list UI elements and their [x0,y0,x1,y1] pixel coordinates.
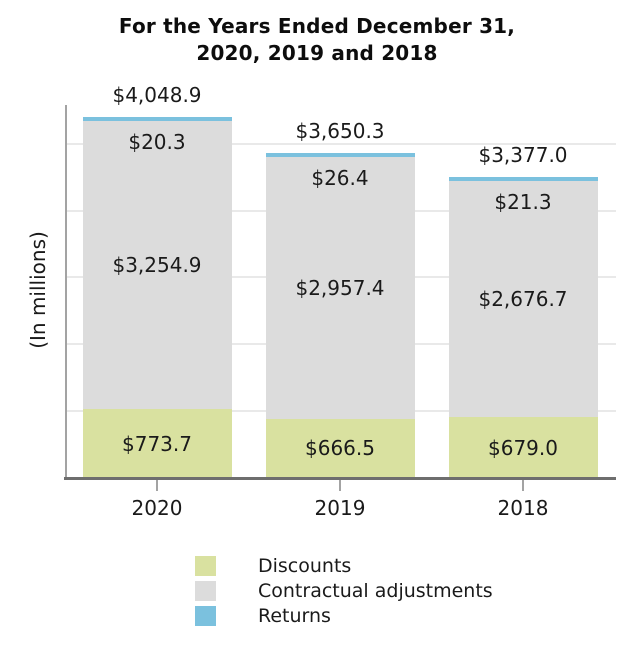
bar-label-returns-2020: $20.3 [128,130,186,155]
chart-title-line2: 2020, 2019 and 2018 [196,41,438,65]
x-tick-label-2020: 2020 [131,496,183,520]
bar-label-contractual-adjustments-2020: $3,254.9 [112,253,202,278]
legend-swatch-discounts [195,556,216,576]
x-tick-2020 [156,480,158,491]
bar-segment-returns-2018 [448,177,598,181]
bar-2020: $3,254.9 $773.7 $20.3 [82,117,232,478]
bar-label-discounts-2020: $773.7 [122,431,192,456]
legend-item-returns: Returns [195,606,493,626]
bar-2019: $2,957.4 $666.5 $26.4 [265,152,415,478]
bar-segment-returns-2020 [82,117,232,122]
bar-segment-discounts-2019: $666.5 [265,418,415,478]
bar-segment-contractual-adjustments-2018: $2,676.7 [448,181,598,418]
bar-label-returns-2018: $21.3 [494,190,552,214]
bar-segment-discounts-2020: $773.7 [82,409,232,478]
bar-label-discounts-2018: $679.0 [488,435,558,460]
bar-label-returns-2019: $26.4 [311,165,369,190]
bar-segment-contractual-adjustments-2020: $3,254.9 [82,121,232,410]
legend: Discounts Contractual adjustments Returns [195,556,493,631]
legend-label-contractual-adjustments: Contractual adjustments [258,580,493,602]
bar-segment-returns-2019 [265,152,415,157]
gridline-3750 [66,142,616,145]
legend-swatch-returns [195,606,216,626]
bar-label-discounts-2019: $666.5 [305,436,375,461]
x-tick-2018 [522,480,524,491]
y-axis-label: (In millions) [26,231,50,349]
chart-title: For the Years Ended December 31, 2020, 2… [0,13,634,67]
legend-label-discounts: Discounts [258,555,352,577]
bar-segment-contractual-adjustments-2019: $2,957.4 [265,156,415,419]
bar-label-contractual-adjustments-2018: $2,676.7 [478,287,568,312]
total-label-2019: $3,650.3 [295,118,385,143]
y-axis-line [64,105,67,480]
x-tick-label-2019: 2019 [314,496,366,520]
legend-item-discounts: Discounts [195,556,493,576]
legend-swatch-contractual-adjustments [195,581,216,601]
x-axis-line [64,477,616,480]
bar-segment-discounts-2018: $679.0 [448,417,598,478]
total-label-2020: $4,048.9 [112,83,202,108]
x-tick-label-2018: 2018 [497,496,549,520]
bar-label-contractual-adjustments-2019: $2,957.4 [295,275,385,300]
legend-item-contractual-adjustments: Contractual adjustments [195,581,493,601]
legend-label-returns: Returns [258,605,331,627]
x-tick-2019 [339,480,341,491]
total-label-2018: $3,377.0 [478,143,568,167]
chart-title-line1: For the Years Ended December 31, [118,14,516,38]
bar-2018: $2,676.7 $679.0 $21.3 [448,177,598,478]
